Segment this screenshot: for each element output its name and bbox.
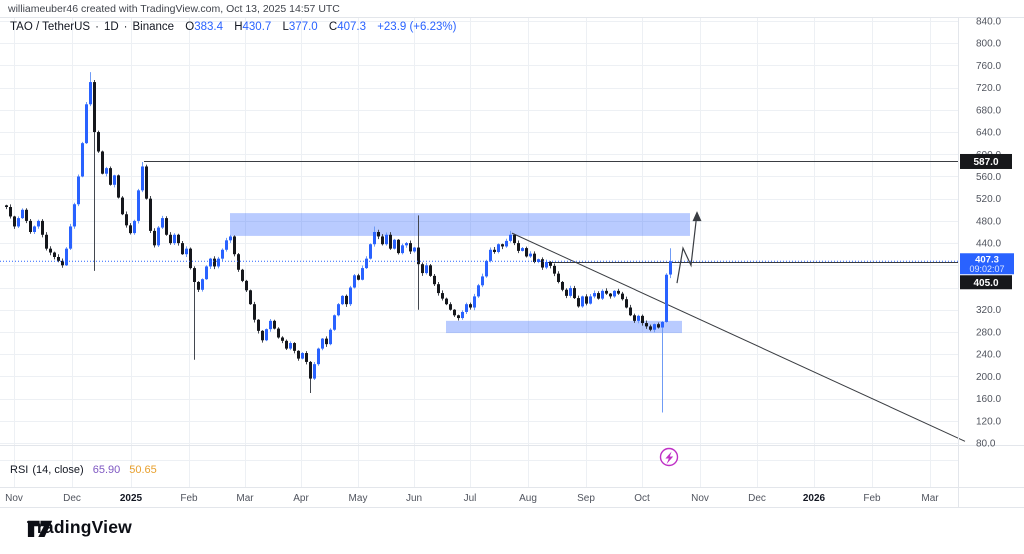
high-value: 430.7 [242, 21, 272, 33]
lightning-marker-icon[interactable] [659, 447, 679, 467]
svg-text:320.0: 320.0 [976, 305, 1001, 316]
arrowhead-icon [692, 211, 702, 222]
watermark-attribution: williameuber46 created with TradingView.… [8, 3, 340, 15]
svg-text:Apr: Apr [293, 493, 309, 504]
open-label: O [185, 21, 195, 33]
price-axis[interactable]: 840.0800.0760.0720.0680.0640.0600.0560.0… [976, 17, 1001, 450]
svg-text:Oct: Oct [634, 493, 650, 504]
exchange[interactable]: Binance [132, 21, 175, 33]
tradingview-logo[interactable]: TradingView [27, 517, 132, 538]
svg-text:200.0: 200.0 [976, 372, 1001, 383]
supply-zone[interactable] [230, 213, 690, 236]
tradingview-logo-icon [27, 520, 53, 537]
rsi-params: (14, close) [32, 464, 84, 476]
svg-text:Feb: Feb [863, 493, 881, 504]
svg-text:240.0: 240.0 [976, 350, 1001, 361]
svg-text:800.0: 800.0 [976, 39, 1001, 50]
svg-text:09:02:07: 09:02:07 [969, 264, 1004, 274]
svg-text:720.0: 720.0 [976, 83, 1001, 94]
tradingview-logo-text: TradingView [27, 517, 132, 537]
svg-text:May: May [349, 493, 368, 504]
svg-text:Dec: Dec [748, 493, 766, 504]
grid [0, 17, 958, 487]
svg-text:587.0: 587.0 [973, 157, 998, 168]
low-value: 377.0 [288, 21, 318, 33]
svg-text:Nov: Nov [691, 493, 709, 504]
svg-text:2026: 2026 [803, 493, 826, 504]
svg-text:160.0: 160.0 [976, 394, 1001, 405]
high-label: H [234, 21, 243, 33]
legend-separator: · [95, 21, 99, 33]
svg-text:680.0: 680.0 [976, 105, 1001, 116]
svg-text:480.0: 480.0 [976, 216, 1001, 227]
svg-text:520.0: 520.0 [976, 194, 1001, 205]
svg-text:407.3: 407.3 [975, 254, 999, 265]
demand-zone[interactable] [446, 320, 682, 334]
candles [5, 72, 672, 413]
close-label: C [328, 21, 338, 33]
svg-text:Aug: Aug [519, 493, 537, 504]
svg-text:Jun: Jun [406, 493, 422, 504]
symbol-legend: TAO / TetherUS · 1D · Binance O383.4 H430.7 … [10, 21, 456, 33]
svg-text:80.0: 80.0 [976, 439, 996, 450]
svg-text:Feb: Feb [180, 493, 198, 504]
symbol-title[interactable]: TAO / TetherUS [10, 21, 91, 33]
interval[interactable]: 1D [103, 21, 119, 33]
svg-text:840.0: 840.0 [976, 17, 1001, 28]
svg-text:Dec: Dec [63, 493, 81, 504]
svg-text:2025: 2025 [120, 493, 143, 504]
rsi-ma-value: 50.65 [129, 464, 157, 476]
rsi-indicator-legend: RSI (14, close) 65.90 50.65 [10, 464, 157, 476]
svg-text:440.0: 440.0 [976, 239, 1001, 250]
svg-text:560.0: 560.0 [976, 172, 1001, 183]
svg-text:Mar: Mar [236, 493, 254, 504]
svg-text:Nov: Nov [5, 493, 23, 504]
open-value: 383.4 [194, 21, 223, 33]
svg-text:640.0: 640.0 [976, 128, 1001, 139]
current-price-badge: 407.309:02:07 [960, 253, 1014, 275]
price-label-587: 587.0 [960, 153, 1012, 169]
rsi-value: 65.90 [92, 464, 121, 476]
time-axis[interactable]: Nov Dec 2025 Feb Mar Apr May Jun Jul Aug Sep Oct Nov… [5, 493, 939, 504]
svg-text:Sep: Sep [577, 493, 595, 504]
svg-text:Mar: Mar [921, 493, 939, 504]
svg-text:120.0: 120.0 [976, 416, 1001, 427]
svg-text:280.0: 280.0 [976, 327, 1001, 338]
low-label: L [282, 21, 289, 33]
svg-text:405.0: 405.0 [973, 278, 998, 289]
legend-separator: · [123, 21, 128, 33]
close-value: 407.3 [337, 21, 366, 33]
price-label-405: 405.0 [960, 275, 1012, 290]
change-value: +23.9 (+6.23%) [377, 21, 457, 33]
projection-arrow-line[interactable] [676, 213, 698, 284]
descending-trendline[interactable] [511, 232, 966, 442]
rsi-title[interactable]: RSI [10, 464, 29, 476]
svg-text:760.0: 760.0 [976, 61, 1001, 72]
svg-text:Jul: Jul [464, 493, 477, 504]
